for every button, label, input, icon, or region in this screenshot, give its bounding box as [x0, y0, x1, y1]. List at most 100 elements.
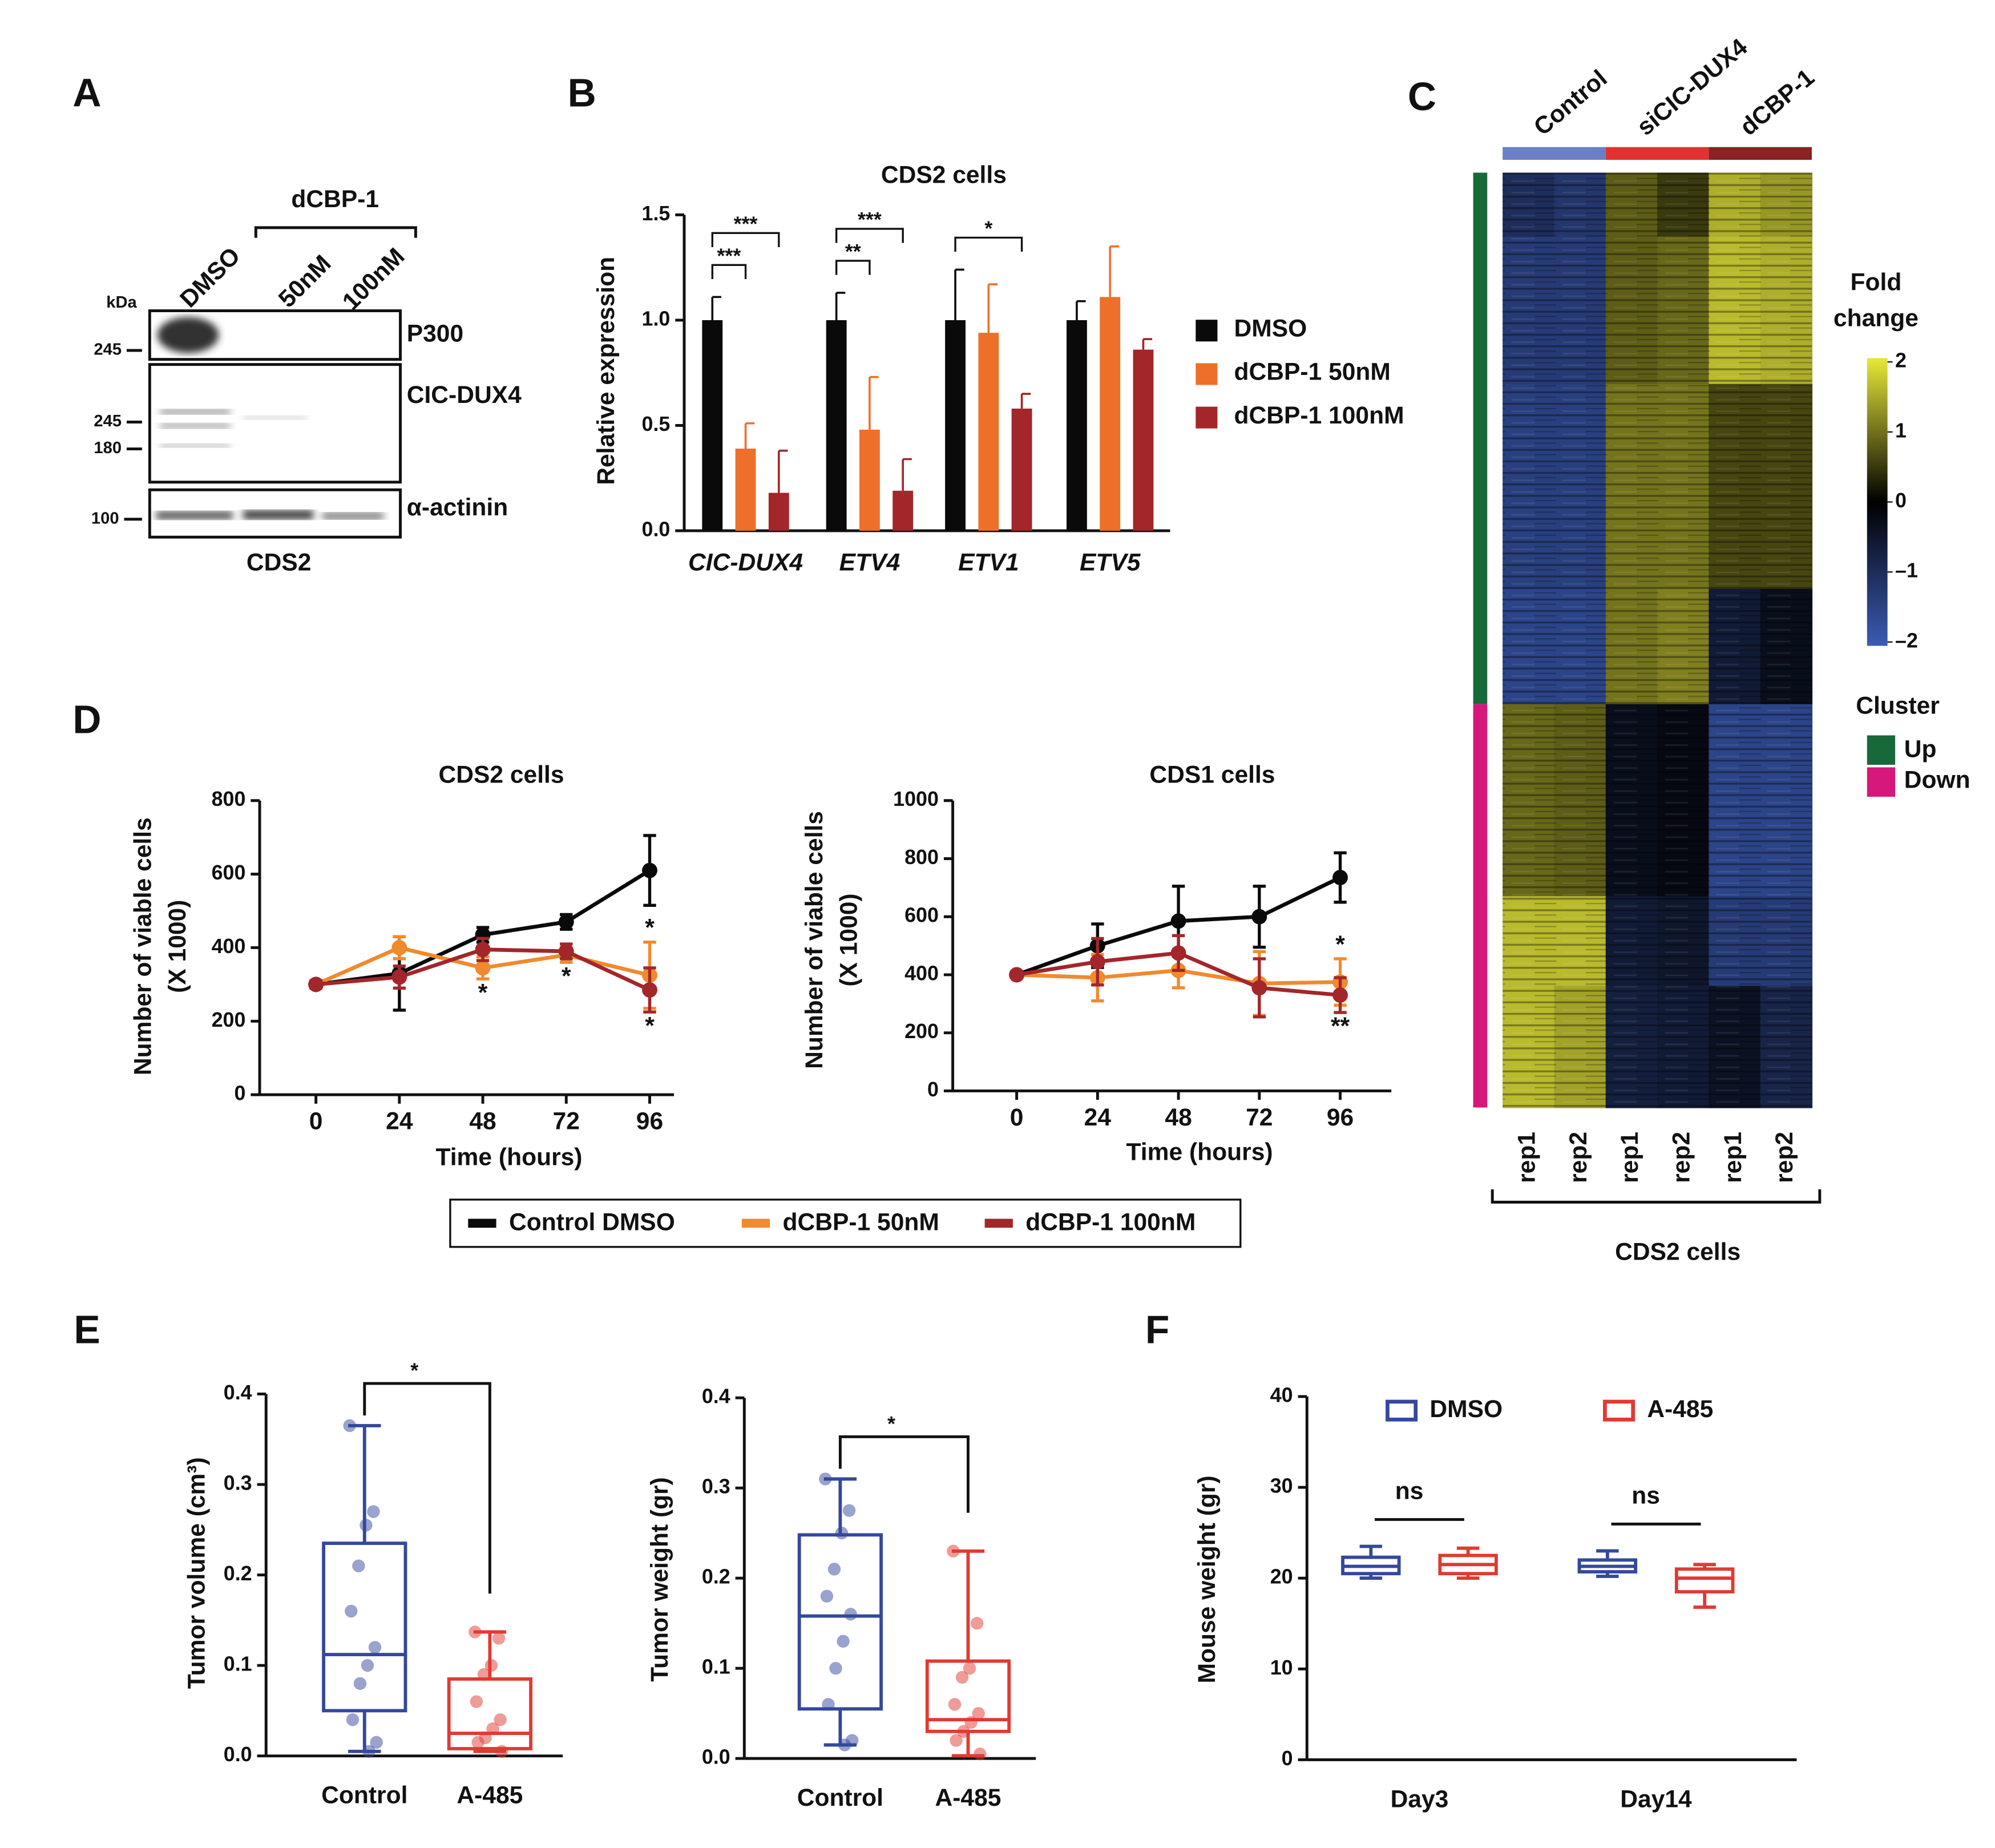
point	[352, 1559, 365, 1572]
sig-bracket	[838, 1435, 970, 1513]
point	[948, 1698, 962, 1711]
sig-label: **	[845, 240, 861, 263]
y-tick-label: 10	[1270, 1656, 1293, 1679]
point	[1089, 954, 1105, 970]
x-tick-label: 96	[1327, 1104, 1354, 1131]
legend-label: DMSO	[1429, 1395, 1503, 1423]
sig-label: *	[562, 962, 571, 990]
sig-label: *	[410, 1359, 418, 1382]
marker: 245	[94, 341, 122, 359]
y-axis-label: Number of viable cells	[801, 811, 828, 1069]
point	[844, 1608, 857, 1621]
y-tick-label: 0	[234, 1082, 245, 1105]
y-tick-label: 200	[904, 1020, 939, 1043]
x-tick-label: Day14	[1620, 1785, 1692, 1813]
colorbar-label: –2	[1895, 629, 1918, 652]
point	[361, 1659, 374, 1672]
colorbar-label: 0	[1895, 489, 1907, 512]
column-label: rep2	[1565, 1132, 1592, 1183]
colorbar	[1867, 358, 1888, 646]
bar	[1100, 297, 1121, 531]
point	[829, 1661, 842, 1675]
point	[642, 982, 657, 998]
bar	[826, 320, 847, 531]
chart-title: CDS1 cells	[1149, 761, 1275, 788]
x-axis-label: Time (hours)	[436, 1143, 583, 1171]
bar	[702, 320, 723, 531]
legend-swatch	[1196, 320, 1218, 342]
panel-letter: B	[568, 70, 596, 115]
chart-title: CDS2 cells	[881, 161, 1007, 188]
colorbar-label: 1	[1895, 419, 1907, 442]
panel-letter: D	[72, 697, 101, 741]
y-tick-label: 0.0	[642, 518, 671, 540]
protein-label: α-actinin	[407, 494, 508, 521]
point	[391, 969, 407, 985]
cell-line: CDS2	[247, 548, 312, 576]
box	[447, 1677, 533, 1750]
cluster-label: Up	[1904, 736, 1937, 763]
point	[820, 1589, 834, 1603]
sig-label: ns	[1395, 1478, 1424, 1505]
point	[955, 1671, 969, 1684]
point	[391, 940, 407, 955]
band	[243, 510, 314, 519]
point	[838, 1738, 851, 1752]
error-bar	[987, 283, 998, 333]
blot-box	[148, 488, 402, 539]
column-label: rep2	[1771, 1132, 1798, 1183]
box	[322, 1542, 407, 1713]
sig-label: ***	[717, 244, 741, 267]
blot-box	[148, 363, 402, 484]
column-label: rep2	[1667, 1132, 1695, 1183]
point	[970, 1616, 984, 1630]
point	[964, 1716, 978, 1729]
point	[475, 942, 491, 958]
band	[243, 415, 307, 419]
point	[368, 1641, 382, 1654]
point	[972, 1706, 985, 1720]
y-tick-label: 0.4	[702, 1385, 730, 1408]
error-bar	[902, 458, 912, 491]
point	[495, 1745, 508, 1758]
y-tick-label: 0.0	[702, 1746, 730, 1769]
point	[835, 1526, 849, 1540]
cluster-swatch	[1867, 735, 1896, 765]
sig-bracket	[363, 1382, 491, 1594]
sig-label: *	[1335, 931, 1345, 958]
band	[160, 423, 231, 429]
scale-title: Fold	[1851, 269, 1902, 296]
colorbar-label: –1	[1895, 559, 1918, 582]
point	[367, 1505, 380, 1518]
error-bar	[1020, 393, 1031, 409]
point	[353, 1677, 367, 1690]
chart-title: CDS2 cells	[439, 761, 564, 788]
x-tick-label: 48	[1165, 1104, 1192, 1131]
x-tick-label: A-485	[457, 1782, 523, 1809]
column-label: rep1	[1513, 1132, 1541, 1183]
sig-bracket	[711, 232, 780, 247]
sig-label: *	[645, 1012, 655, 1039]
point	[963, 1661, 976, 1675]
sig-label: ***	[734, 212, 758, 235]
x-tick-label: A-485	[935, 1784, 1001, 1811]
y-tick-label: 200	[212, 1008, 246, 1031]
panel-letter: E	[74, 1307, 100, 1351]
bar	[1133, 349, 1154, 531]
point	[950, 1734, 963, 1747]
whisker	[1359, 1544, 1383, 1558]
colorbar-label: 2	[1895, 349, 1907, 372]
point	[370, 1736, 383, 1749]
error-bar	[954, 268, 964, 320]
protein-label: CIC-DUX4	[407, 381, 522, 409]
point	[471, 1736, 484, 1749]
error-bar	[744, 422, 755, 449]
legend-label: Control DMSO	[509, 1209, 675, 1236]
bar	[859, 429, 880, 531]
blot-box	[148, 309, 402, 361]
sig-label: *	[984, 217, 992, 240]
y-axis-label: Tumor volume (cm³)	[183, 1457, 211, 1689]
error-bar	[1142, 338, 1153, 350]
sig-label: ***	[858, 208, 882, 231]
protein-label: P300	[407, 320, 463, 347]
